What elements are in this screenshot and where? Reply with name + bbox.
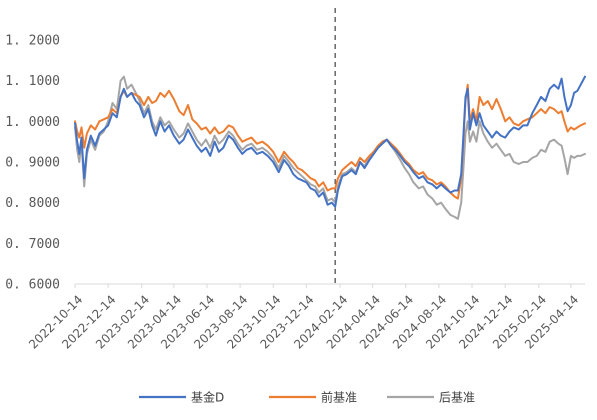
y-axis-tick-labels: 0. 6000 0. 7000 0. 8000 0. 9000 1. 0000 1. 10… bbox=[5, 34, 60, 293]
series-line-1 bbox=[74, 83, 586, 200]
legend-item: 后基准 bbox=[387, 391, 475, 405]
legend: 基金D 前基准 后基准 bbox=[139, 390, 475, 405]
y-tick-label: 1. 1000 bbox=[5, 74, 60, 89]
y-tick-label: 0. 7000 bbox=[5, 237, 60, 252]
legend-label: 基金D bbox=[191, 390, 224, 405]
y-tick-label: 1. 2000 bbox=[5, 34, 60, 49]
series-line-0 bbox=[74, 75, 586, 208]
y-tick-label: 0. 6000 bbox=[5, 278, 60, 293]
legend-label: 后基准 bbox=[439, 391, 475, 405]
series-lines bbox=[74, 75, 586, 220]
series-line-2 bbox=[74, 75, 586, 220]
legend-item: 基金D bbox=[139, 390, 224, 405]
legend-label: 前基准 bbox=[321, 390, 357, 405]
x-axis-tick-marks bbox=[74, 284, 572, 288]
y-tick-label: 0. 8000 bbox=[5, 196, 60, 211]
y-tick-label: 1. 0000 bbox=[5, 115, 60, 130]
x-axis-tick-labels: 2022-10-142022-12-142023-02-142023-04-14… bbox=[26, 292, 581, 351]
legend-item: 前基准 bbox=[269, 390, 357, 405]
y-tick-label: 0. 9000 bbox=[5, 156, 60, 171]
